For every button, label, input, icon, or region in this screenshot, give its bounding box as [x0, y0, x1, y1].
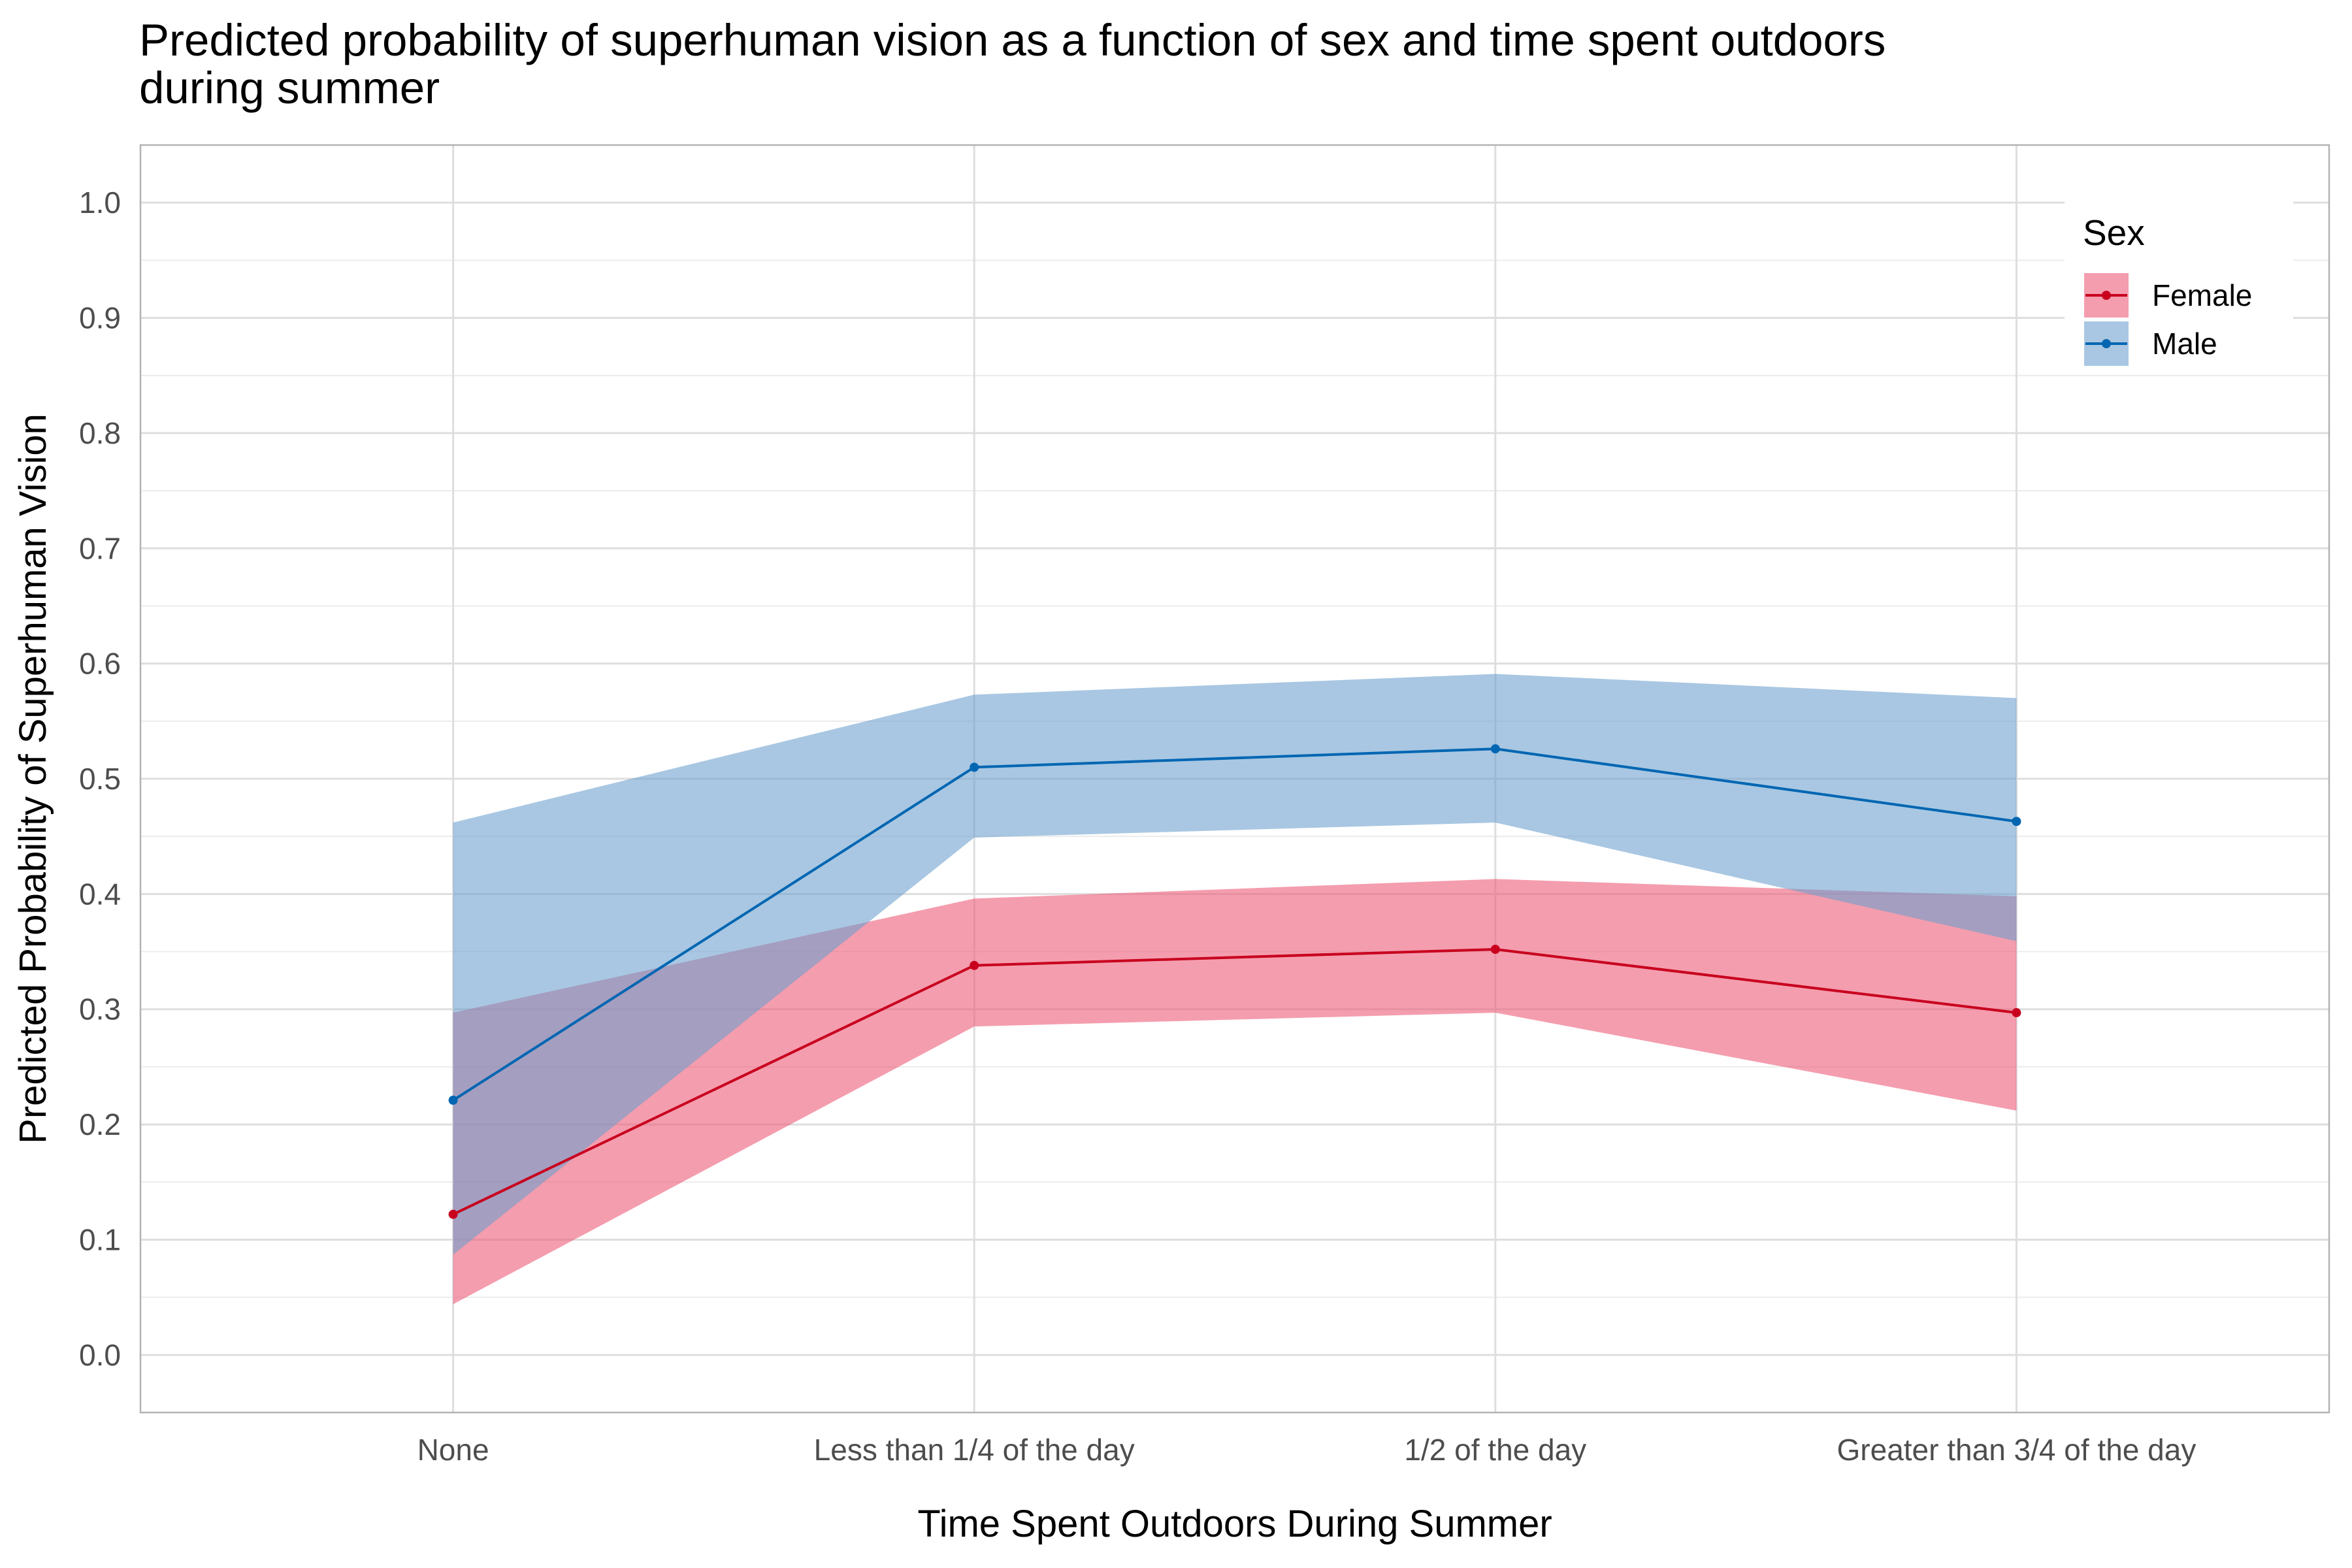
female-point	[1490, 945, 1500, 955]
x-tick-label: Less than 1/4 of the day	[814, 1433, 1135, 1467]
female-point	[970, 960, 979, 970]
x-tick-label: 1/2 of the day	[1404, 1433, 1586, 1467]
series-lines	[452, 747, 2017, 1216]
x-tick-label: None	[417, 1433, 489, 1467]
male-point	[1490, 744, 1500, 754]
y-tick-label: 0.1	[79, 1222, 121, 1256]
y-tick-label: 1.0	[79, 186, 121, 220]
y-tick-label: 0.8	[79, 416, 121, 450]
female-confidence-band	[453, 879, 2017, 1305]
x-axis-title: Time Spent Outdoors During Summer	[917, 1503, 1552, 1545]
x-axis-tick-labels: None Less than 1/4 of the day 1/2 of the d…	[417, 1433, 2197, 1467]
y-axis-title: Predicted Probability of Superhuman Visi…	[12, 414, 54, 1144]
legend-title: Sex	[2083, 212, 2145, 253]
male-confidence-band	[453, 674, 2017, 1255]
legend-key-female-point	[2102, 291, 2111, 300]
y-tick-label: 0.9	[79, 301, 121, 335]
female-point	[2012, 1008, 2021, 1018]
y-tick-label: 0.4	[79, 877, 121, 911]
confidence-bands	[453, 674, 2017, 1305]
y-tick-label: 0.7	[79, 531, 121, 565]
chart-title-line-2: during summer	[139, 63, 440, 113]
legend-label-female: Female	[2152, 278, 2252, 312]
y-tick-label: 0.0	[79, 1338, 121, 1372]
plot-panel-border	[139, 144, 2330, 1414]
y-tick-label: 0.6	[79, 647, 121, 681]
female-line	[452, 948, 2017, 1216]
series-points	[448, 744, 2021, 1219]
male-point	[970, 762, 979, 772]
x-tick-label: Greater than 3/4 of the day	[1837, 1433, 2197, 1467]
legend-key-male-point	[2102, 339, 2111, 348]
male-line	[452, 747, 2017, 1102]
y-tick-label: 0.5	[79, 762, 121, 796]
y-axis-tick-labels: 0.0 0.1 0.2 0.3 0.4 0.5 0.6 0.7 0.8 0.9 1.0	[79, 186, 121, 1372]
y-tick-label: 0.2	[79, 1107, 121, 1141]
y-tick-label: 0.3	[79, 992, 121, 1026]
legend-label-male: Male	[2152, 327, 2217, 361]
male-point	[448, 1096, 458, 1105]
chart-title: Predicted probability of superhuman visi…	[139, 15, 1886, 113]
chart-title-line-1: Predicted probability of superhuman visi…	[139, 15, 1886, 65]
female-point	[448, 1209, 458, 1219]
male-point	[2012, 817, 2021, 826]
